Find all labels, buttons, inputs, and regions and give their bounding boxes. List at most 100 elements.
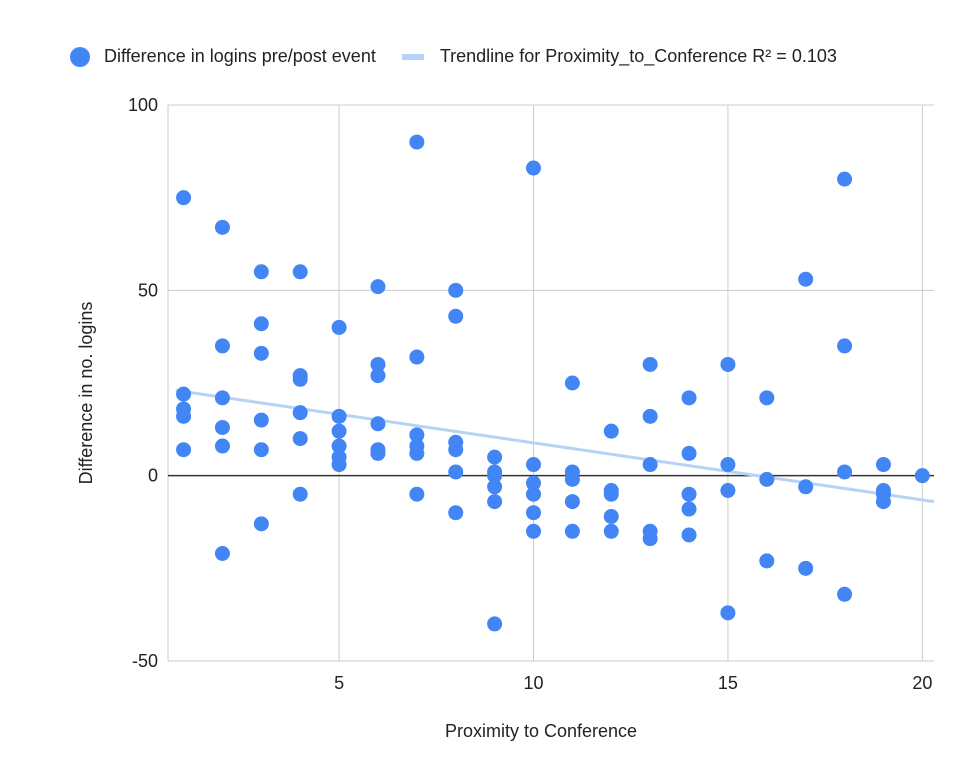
data-point bbox=[564, 494, 580, 510]
data-point bbox=[409, 486, 425, 502]
data-point bbox=[409, 427, 425, 443]
data-point bbox=[798, 560, 814, 576]
data-point bbox=[448, 282, 464, 298]
data-point bbox=[176, 442, 192, 458]
data-point bbox=[448, 442, 464, 458]
y-axis-title: Difference in no. logins bbox=[76, 302, 96, 485]
data-point bbox=[448, 308, 464, 324]
data-point bbox=[837, 171, 853, 187]
data-point bbox=[681, 501, 697, 517]
data-point bbox=[331, 423, 347, 439]
x-axis-title: Proximity to Conference bbox=[445, 721, 637, 741]
data-point bbox=[292, 264, 308, 280]
data-point bbox=[526, 486, 542, 502]
data-point bbox=[214, 419, 230, 435]
data-point bbox=[837, 338, 853, 354]
data-point bbox=[875, 494, 891, 510]
data-point bbox=[603, 508, 619, 524]
data-point bbox=[448, 505, 464, 521]
data-point bbox=[487, 449, 503, 465]
data-point bbox=[759, 390, 775, 406]
y-tick-label: 100 bbox=[128, 95, 158, 115]
legend-item-series[interactable]: Difference in logins pre/post event bbox=[70, 46, 376, 67]
trendline bbox=[175, 388, 935, 504]
data-point bbox=[875, 457, 891, 473]
data-point bbox=[292, 486, 308, 502]
data-point bbox=[253, 442, 269, 458]
data-point bbox=[370, 356, 386, 372]
data-point bbox=[253, 516, 269, 532]
data-point bbox=[564, 523, 580, 539]
data-point bbox=[720, 457, 736, 473]
data-point bbox=[409, 445, 425, 461]
data-point bbox=[526, 523, 542, 539]
data-point bbox=[370, 368, 386, 384]
data-point bbox=[564, 471, 580, 487]
data-point bbox=[681, 445, 697, 461]
data-point bbox=[409, 134, 425, 150]
data-point bbox=[176, 408, 192, 424]
data-point bbox=[914, 468, 930, 484]
legend-series-label: Difference in logins pre/post event bbox=[104, 46, 376, 66]
data-point bbox=[214, 438, 230, 454]
y-tick-label: 0 bbox=[148, 466, 158, 486]
data-point bbox=[253, 316, 269, 332]
data-point bbox=[214, 338, 230, 354]
data-point bbox=[487, 468, 503, 484]
data-point bbox=[253, 264, 269, 280]
data-point bbox=[370, 445, 386, 461]
data-point bbox=[642, 356, 658, 372]
data-point bbox=[214, 546, 230, 562]
data-point bbox=[487, 616, 503, 632]
data-point bbox=[759, 471, 775, 487]
data-point bbox=[331, 319, 347, 335]
data-point bbox=[837, 586, 853, 602]
data-point bbox=[642, 531, 658, 547]
data-point bbox=[837, 464, 853, 480]
legend-item-trendline[interactable]: Trendline for Proximity_to_Conference R²… bbox=[401, 46, 837, 67]
legend-trend-label: Trendline for Proximity_to_Conference R²… bbox=[439, 46, 837, 66]
data-point bbox=[526, 457, 542, 473]
data-point bbox=[448, 464, 464, 480]
data-point bbox=[487, 494, 503, 510]
data-point bbox=[176, 386, 192, 402]
data-point bbox=[331, 438, 347, 454]
y-tick-label: -50 bbox=[132, 651, 158, 671]
data-point bbox=[759, 553, 775, 569]
data-point bbox=[526, 160, 542, 176]
data-point bbox=[603, 423, 619, 439]
data-point bbox=[798, 271, 814, 287]
data-point bbox=[214, 390, 230, 406]
x-tick-label: 15 bbox=[718, 673, 738, 693]
data-point bbox=[603, 486, 619, 502]
data-point bbox=[681, 486, 697, 502]
data-point bbox=[253, 345, 269, 361]
data-point bbox=[409, 349, 425, 365]
x-tick-label: 20 bbox=[912, 673, 932, 693]
legend-dot-icon bbox=[70, 46, 90, 67]
data-point bbox=[370, 279, 386, 295]
data-point bbox=[681, 390, 697, 406]
data-point bbox=[370, 416, 386, 432]
data-point bbox=[292, 371, 308, 387]
data-point bbox=[720, 482, 736, 498]
data-point bbox=[214, 219, 230, 235]
data-point bbox=[176, 190, 192, 206]
legend-line-icon bbox=[401, 53, 424, 60]
data-point bbox=[720, 605, 736, 621]
data-point bbox=[603, 523, 619, 539]
data-point bbox=[526, 475, 542, 491]
data-point bbox=[720, 356, 736, 372]
legend: Difference in logins pre/post event Tren… bbox=[70, 46, 863, 67]
y-tick-label: 50 bbox=[138, 280, 158, 300]
data-point bbox=[292, 405, 308, 421]
data-point bbox=[487, 479, 503, 495]
x-tick-label: 10 bbox=[523, 673, 543, 693]
data-point bbox=[526, 505, 542, 521]
data-point bbox=[681, 527, 697, 543]
data-point bbox=[642, 408, 658, 424]
data-point bbox=[292, 431, 308, 447]
data-point bbox=[331, 457, 347, 473]
